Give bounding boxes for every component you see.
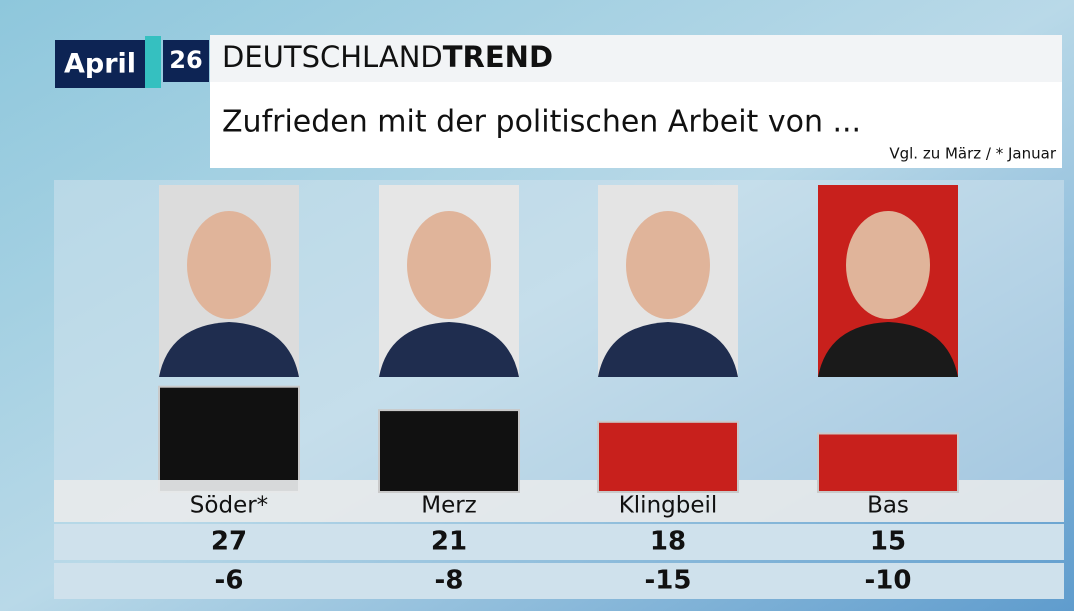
change-band: [54, 563, 1064, 599]
category-label: Merz: [421, 493, 477, 519]
category-label: Söder*: [190, 493, 268, 519]
month-box: [55, 40, 145, 88]
bar: [158, 385, 300, 494]
change-label: -10: [865, 566, 912, 596]
number: 26: [169, 46, 202, 74]
photo-body: [159, 322, 299, 377]
value-label: 18: [650, 527, 686, 557]
bar: [597, 420, 739, 493]
change-label: -15: [645, 566, 692, 596]
value-label: 27: [211, 527, 247, 557]
brand-light: DEUTSCHLAND: [222, 40, 443, 74]
bar: [817, 432, 959, 493]
category-label: Bas: [867, 493, 909, 519]
value-label: 21: [431, 527, 467, 557]
bar: [378, 409, 520, 494]
chart-title: Zufrieden mit der politischen Arbeit von…: [222, 105, 861, 140]
title-panel: [210, 82, 1062, 168]
value-band: [54, 524, 1064, 560]
number-box: [163, 40, 209, 82]
category-label: Klingbeil: [619, 493, 718, 519]
photo-head: [626, 211, 710, 319]
brand-bold: TREND: [443, 40, 553, 74]
photo-body: [598, 322, 738, 377]
photo-body: [818, 322, 958, 377]
value-label: 15: [870, 527, 906, 557]
accent: [145, 36, 161, 88]
brand: DEUTSCHLANDTREND: [222, 40, 553, 74]
chart-subtitle: Vgl. zu März / * Januar: [889, 145, 1056, 163]
change-label: -8: [435, 566, 464, 596]
brand-panel: [210, 35, 1062, 82]
photo-head: [846, 211, 930, 319]
month: April: [64, 49, 136, 80]
photo-head: [407, 211, 491, 319]
change-label: -6: [215, 566, 244, 596]
photo-body: [379, 322, 519, 377]
photo-head: [187, 211, 271, 319]
